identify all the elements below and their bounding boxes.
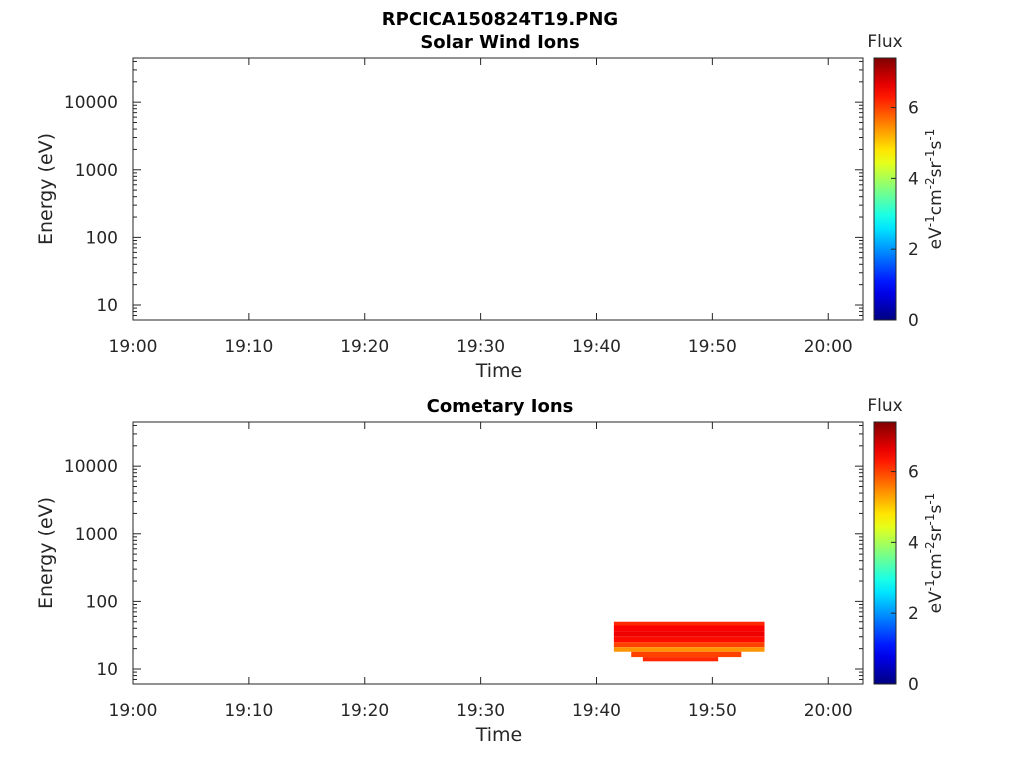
colorbar-tick-label: 2 <box>908 604 919 624</box>
unit-base: eV <box>926 591 946 613</box>
x-tick-label: 19:10 <box>224 337 273 357</box>
y-axis-label: Energy (eV) <box>35 133 57 245</box>
y-tick-label: 10 <box>96 296 118 316</box>
unit-base: s <box>926 141 946 150</box>
unit-base: eV <box>926 227 946 249</box>
y-tick-label: 1000 <box>75 525 118 545</box>
unit-exponent: -1 <box>923 493 937 505</box>
unit-base: s <box>926 505 946 514</box>
x-tick-label: 20:00 <box>804 701 853 721</box>
y-tick-label: 10000 <box>64 93 118 113</box>
colorbar <box>873 421 897 685</box>
flux-cell <box>613 621 765 626</box>
colorbar-title: Flux <box>867 396 902 416</box>
x-tick-label: 19:30 <box>456 337 505 357</box>
colorbar-tick-label: 0 <box>908 675 919 695</box>
plot-area-frame <box>132 57 864 321</box>
colorbar <box>873 57 897 321</box>
x-tick-label: 19:50 <box>688 337 737 357</box>
flux-cell <box>613 636 765 643</box>
y-tick-label: 100 <box>86 228 118 248</box>
x-tick-label: 19:20 <box>340 701 389 721</box>
cometary-ions-panel: Cometary Ions 19:00 19:10 19:20 19:30 19:40 19… <box>35 396 946 746</box>
colorbar-tick-label: 6 <box>908 463 919 483</box>
y-tick-label: 10000 <box>64 457 118 477</box>
unit-exponent: -1 <box>923 514 937 526</box>
colorbar-title: Flux <box>867 32 902 52</box>
unit-base: cm <box>926 553 946 579</box>
x-tick-label: 19:20 <box>340 337 389 357</box>
flux-cell <box>613 625 765 632</box>
colorbar-tick-label: 0 <box>908 311 919 331</box>
panel-title: Cometary Ions <box>427 396 574 417</box>
y-tick-label: 100 <box>86 592 118 612</box>
unit-base: sr <box>926 525 946 541</box>
unit-exponent: -1 <box>923 579 937 591</box>
x-tick-label: 19:10 <box>224 701 273 721</box>
x-tick-label: 19:00 <box>109 337 158 357</box>
colorbar-tick-label: 4 <box>908 533 919 553</box>
figure-title: RPCICA150824T19.PNG <box>382 9 618 30</box>
y-tick-label: 1000 <box>75 161 118 181</box>
solar-wind-panel: Solar Wind Ions 19:00 19:10 19:20 19:30 19:40… <box>35 32 946 382</box>
colorbar-tick-label: 4 <box>908 169 919 189</box>
x-axis-label: Time <box>475 360 523 382</box>
x-tick-label: 19:00 <box>109 701 158 721</box>
colorbar-unit-label: eV-1cm-2sr-1s-1 <box>923 493 946 614</box>
flux-cell <box>613 631 765 637</box>
unit-exponent: -2 <box>923 177 937 189</box>
flux-cell <box>631 651 742 658</box>
unit-exponent: -1 <box>923 150 937 162</box>
x-tick-label: 19:50 <box>688 701 737 721</box>
colorbar-tick-label: 6 <box>908 99 919 119</box>
colorbar-unit-label: eV-1cm-2sr-1s-1 <box>923 129 946 250</box>
plot-area-frame <box>132 421 864 685</box>
y-axis-label: Energy (eV) <box>35 497 57 609</box>
x-tick-label: 19:30 <box>456 701 505 721</box>
y-tick-label: 10 <box>96 660 118 680</box>
unit-exponent: -1 <box>923 215 937 227</box>
unit-exponent: -1 <box>923 129 937 141</box>
colorbar-tick-label: 2 <box>908 240 919 260</box>
unit-base: cm <box>926 189 946 215</box>
panel-title: Solar Wind Ions <box>420 32 579 53</box>
x-tick-label: 20:00 <box>804 337 853 357</box>
x-tick-label: 19:40 <box>572 337 621 357</box>
flux-cell <box>613 647 765 652</box>
unit-exponent: -2 <box>923 541 937 553</box>
x-tick-label: 19:40 <box>572 701 621 721</box>
x-axis-label: Time <box>475 724 523 746</box>
flux-cell <box>642 657 719 662</box>
flux-cell <box>613 642 765 648</box>
unit-base: sr <box>926 161 946 177</box>
